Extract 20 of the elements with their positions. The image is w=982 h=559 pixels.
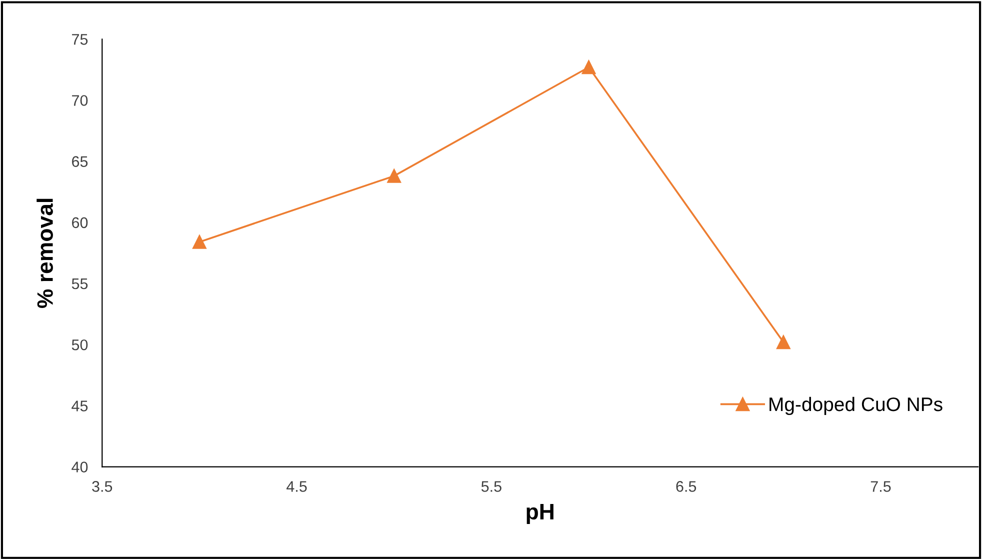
x-axis-title: pH — [526, 504, 554, 524]
y-tick-label: 40 — [72, 462, 88, 472]
x-tick-label: 3.5 — [92, 481, 112, 492]
x-tick-label: 5.5 — [481, 481, 502, 492]
y-tick-label: 70 — [72, 95, 88, 106]
y-tick-label: 45 — [72, 400, 88, 412]
legend-label: Mg-doped CuO NPs — [770, 396, 942, 416]
x-tick-label: 6.5 — [676, 481, 696, 492]
y-tick-label: 50 — [72, 339, 88, 350]
point — [776, 335, 790, 350]
y-tick-label: 55 — [72, 278, 88, 290]
y-tick-label: 60 — [72, 217, 88, 228]
x-tick-label: 7.5 — [870, 481, 891, 492]
x-tick-label: 4.5 — [286, 481, 307, 492]
y-tick-label: 65 — [72, 156, 88, 167]
point — [582, 60, 596, 74]
point — [387, 169, 402, 183]
point — [192, 235, 206, 249]
y-tick-label: 75 — [72, 34, 88, 45]
y-axis-title: % removal — [36, 198, 53, 308]
